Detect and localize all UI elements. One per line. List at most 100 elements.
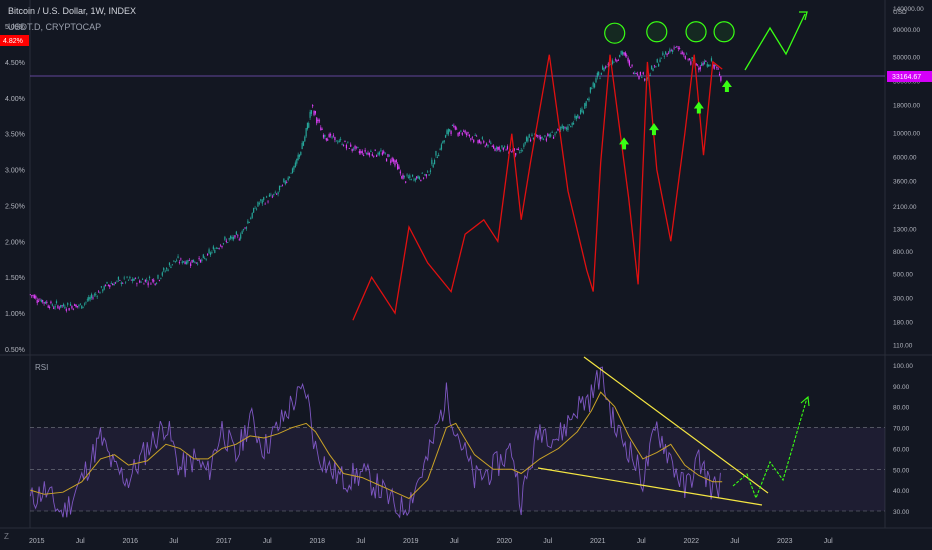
btc-candle — [190, 263, 192, 266]
time-tick-label: 2018 — [310, 538, 326, 545]
btc-candle — [416, 176, 418, 179]
btc-candle — [117, 277, 120, 280]
btc-candle — [148, 276, 151, 279]
btc-candle — [107, 284, 109, 286]
btc-candle — [473, 139, 475, 143]
rsi-projection-arrowhead — [800, 395, 810, 407]
right-tick-label: 18000.00 — [893, 103, 920, 110]
btc-candle — [463, 130, 465, 132]
btc-candle — [342, 145, 345, 146]
btc-candle — [691, 57, 693, 59]
btc-candle — [271, 196, 273, 198]
right-tick-label: 3600.00 — [893, 178, 917, 185]
btc-candle — [244, 227, 246, 229]
rsi-tick-label: 50.00 — [893, 467, 910, 474]
btc-candle — [652, 68, 654, 72]
btc-candle — [354, 145, 356, 149]
btc-candle — [157, 274, 159, 279]
btc-candle — [58, 307, 60, 309]
right-tick-label: 90000.00 — [893, 27, 920, 34]
btc-candle — [613, 61, 615, 63]
time-tick-label: Jul — [169, 538, 178, 545]
btc-candle — [453, 125, 455, 127]
peak-circle — [713, 21, 735, 43]
btc-candle — [708, 64, 710, 67]
btc-candle — [570, 126, 572, 128]
btc-candle — [241, 231, 243, 234]
btc-candle — [381, 152, 383, 155]
btc-candle — [552, 137, 555, 139]
btc-candle — [586, 99, 589, 100]
btc-candle — [394, 160, 396, 166]
btc-candle — [411, 174, 414, 177]
btc-candle — [565, 127, 568, 130]
btc-candle — [281, 185, 284, 187]
btc-candle — [235, 231, 237, 235]
btc-candle — [529, 139, 532, 142]
btc-candle — [460, 130, 462, 132]
btc-candle — [598, 71, 600, 75]
btc-candle — [674, 46, 677, 48]
btc-candle — [581, 108, 583, 113]
btc-candle — [397, 163, 399, 170]
btc-candle — [713, 64, 715, 69]
btc-candle — [478, 139, 481, 143]
btc-candle — [192, 259, 195, 263]
btc-candle — [297, 154, 299, 160]
btc-candle — [194, 262, 196, 264]
btc-candle — [501, 145, 503, 148]
btc-candle — [347, 141, 349, 143]
btc-candle — [595, 78, 597, 83]
time-tick-label: Jul — [450, 538, 459, 545]
btc-candle — [449, 129, 451, 132]
btc-candle — [355, 146, 358, 148]
btc-candle — [510, 151, 513, 153]
peak-circle — [685, 21, 707, 43]
btc-candle — [139, 280, 141, 283]
btc-candle — [717, 68, 719, 70]
btc-candle — [388, 155, 390, 157]
btc-candle — [364, 149, 366, 152]
btc-candle — [714, 64, 717, 66]
btc-candle — [550, 134, 552, 137]
btc-candle — [340, 138, 342, 140]
btc-candle — [655, 66, 657, 68]
btc-candle — [234, 235, 236, 238]
btc-candle — [589, 87, 591, 93]
timezone-button[interactable]: Z — [4, 532, 9, 541]
btc-candle — [171, 264, 173, 266]
btc-candle — [706, 64, 708, 67]
btc-candle — [502, 147, 504, 150]
btc-candle — [577, 114, 579, 118]
btc-candle — [110, 283, 112, 285]
btc-candle — [676, 46, 678, 48]
btc-candle — [51, 304, 53, 306]
btc-candle — [432, 164, 434, 168]
btc-candle — [309, 111, 311, 118]
btc-candle — [447, 129, 449, 135]
btc-candle — [181, 261, 183, 264]
btc-candle — [420, 179, 422, 182]
btc-candle — [93, 294, 95, 296]
btc-candle — [113, 283, 115, 286]
btc-candle — [457, 132, 459, 136]
rsi-tick-label: 70.00 — [893, 426, 910, 433]
btc-candle — [202, 254, 204, 258]
btc-candle — [471, 137, 473, 139]
btc-candle — [89, 297, 91, 300]
btc-candle — [645, 78, 647, 80]
rsi-ma-line — [30, 391, 723, 500]
btc-candle — [617, 59, 619, 61]
btc-candle — [166, 268, 168, 270]
time-tick-label: 2023 — [777, 538, 793, 545]
btc-candle — [646, 77, 649, 79]
btc-candle — [702, 63, 704, 65]
right-tick-label: 2100.00 — [893, 204, 917, 211]
btc-candle — [76, 306, 79, 307]
peak-circle — [646, 21, 668, 43]
btc-candle — [585, 101, 587, 106]
btc-candle — [90, 294, 93, 298]
btc-candle — [391, 157, 393, 162]
btc-candle — [328, 134, 330, 138]
btc-candle — [208, 249, 210, 254]
